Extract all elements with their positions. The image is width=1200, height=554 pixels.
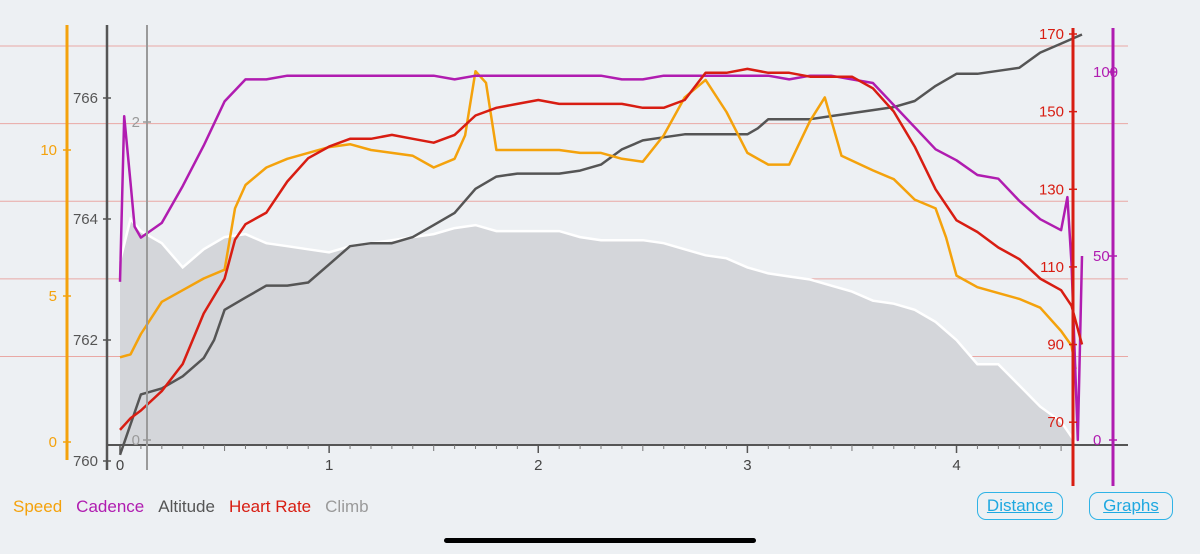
series-lines	[118, 33, 1084, 456]
tick-label-climb: 0	[132, 432, 140, 449]
series-speed	[119, 69, 1077, 370]
tick-label-climb: 2	[132, 114, 140, 131]
climb-fill	[120, 219, 1076, 445]
x-tick-label: 0	[116, 457, 124, 474]
tick-label-heart_rate: 130	[1039, 181, 1064, 198]
climb-area	[118, 216, 1077, 445]
legend: Speed Cadence Altitude Heart Rate Climb	[13, 497, 369, 517]
tick-label-heart_rate: 150	[1039, 104, 1064, 121]
tick-label-cadence: 100	[1093, 64, 1118, 81]
legend-item-altitude[interactable]: Altitude	[158, 497, 215, 516]
x-tick-label: 3	[743, 457, 751, 474]
axes: 0 1 2 3 4 0 5 10 760 762 764 766 0 2 70 90 110 130 150 170 0…	[40, 25, 1128, 486]
x-tick-label: 2	[534, 457, 542, 474]
tick-label-heart_rate: 90	[1047, 337, 1064, 354]
tick-label-altitude: 760	[73, 453, 98, 470]
tick-label-heart_rate: 170	[1039, 26, 1064, 43]
tick-label-speed: 10	[40, 142, 57, 159]
x-tick-label: 4	[952, 457, 960, 474]
legend-item-climb[interactable]: Climb	[325, 497, 369, 516]
legend-item-cadence[interactable]: Cadence	[76, 497, 145, 516]
tick-label-heart_rate: 70	[1047, 414, 1064, 431]
tick-label-altitude: 762	[73, 332, 98, 349]
climb-line	[118, 216, 1077, 444]
chart: 0 1 2 3 4 0 5 10 760 762 764 766 0 2 70 90 110 130 150 170 0…	[0, 25, 1128, 486]
tick-label-speed: 0	[49, 434, 57, 451]
series-altitude	[118, 33, 1083, 456]
tick-label-cadence: 0	[1093, 432, 1101, 449]
series-heart-rate	[119, 67, 1084, 431]
distance-button[interactable]: Distance	[977, 492, 1063, 520]
graphs-button[interactable]: Graphs	[1089, 492, 1173, 520]
tick-label-altitude: 764	[73, 211, 98, 228]
tick-label-altitude: 766	[73, 90, 98, 107]
tick-label-heart_rate: 110	[1040, 259, 1064, 276]
legend-item-heart-rate[interactable]: Heart Rate	[228, 497, 312, 516]
legend-item-speed[interactable]: Speed	[13, 497, 63, 516]
tick-label-speed: 5	[49, 288, 57, 305]
series-cadence	[118, 74, 1084, 442]
x-tick-label: 1	[325, 457, 333, 474]
home-indicator	[444, 538, 756, 543]
tick-label-cadence: 50	[1093, 248, 1110, 265]
